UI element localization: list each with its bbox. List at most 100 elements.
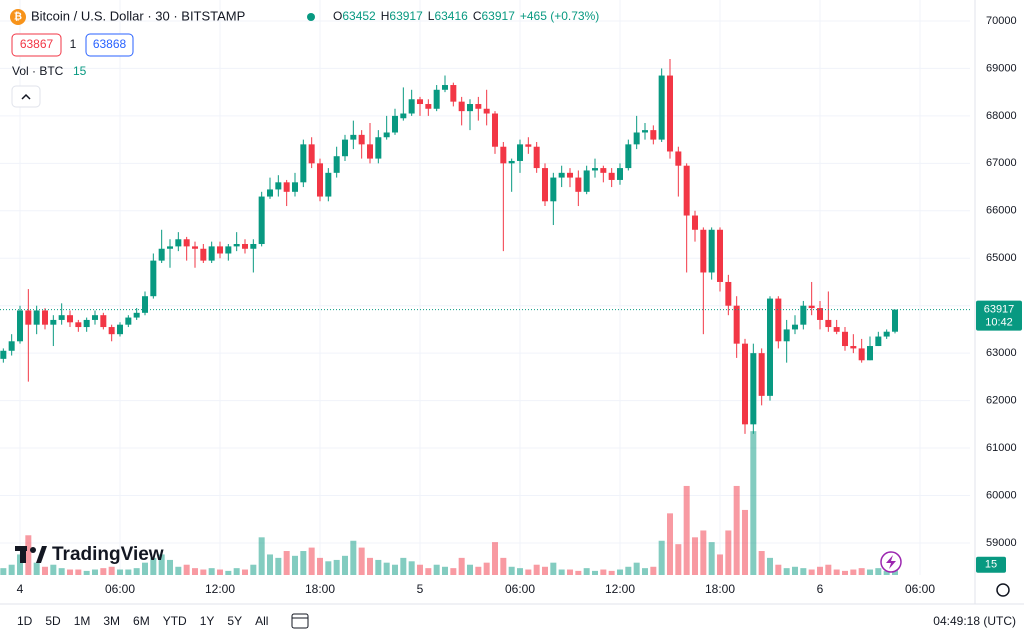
ohlc-key: H [381, 9, 390, 23]
volume-bar [458, 557, 465, 575]
candle-body [383, 132, 390, 138]
range-button[interactable]: YTD [163, 614, 187, 628]
volume-bar [758, 551, 765, 575]
collapse-button[interactable] [11, 85, 41, 108]
settings-button[interactable] [996, 583, 1010, 597]
volume-bar [633, 562, 640, 575]
candle-body [767, 298, 773, 396]
candle-body [467, 104, 473, 112]
symbol-title[interactable]: Bitcoin / U.S. Dollar · 30 · BITSTAMP [31, 8, 245, 23]
candle-body [558, 172, 565, 178]
candle-body [308, 144, 315, 164]
candle-body [683, 165, 690, 216]
candle-body [233, 244, 240, 247]
brand-logo [15, 546, 47, 563]
y-tick-label: 65000 [986, 252, 1017, 264]
candle-body [667, 75, 673, 152]
volume-bar [233, 568, 240, 575]
candle-body [8, 341, 15, 351]
candle-body [50, 319, 57, 325]
candle-body [400, 113, 407, 119]
candle-body [100, 315, 107, 328]
bid-box[interactable] [11, 33, 62, 57]
range-button[interactable]: 3M [103, 614, 120, 628]
candle-body [67, 315, 73, 323]
candle-body [842, 331, 848, 347]
candle-body [283, 182, 290, 192]
calendar-icon [291, 613, 309, 629]
volume-bar [625, 566, 632, 575]
volume-bar [875, 568, 882, 575]
x-tick-label: 6 [817, 582, 824, 596]
candle-body [825, 319, 832, 328]
ohlc-value: 63917 [482, 9, 516, 23]
volume-bar [225, 570, 232, 575]
range-button[interactable]: 1D [17, 614, 33, 628]
candle-body [150, 260, 157, 297]
volume-bar [0, 568, 7, 575]
volume-bar [533, 564, 540, 575]
date-range-button[interactable] [291, 613, 309, 629]
volume-bar [267, 554, 273, 575]
candle-body [700, 229, 707, 273]
volume-bar [50, 564, 57, 575]
volume-bar [617, 569, 623, 575]
candle-body [625, 144, 632, 169]
bitcoin-glyph: ₿ [14, 11, 22, 23]
candle-body [542, 168, 548, 202]
volume-bar [467, 564, 473, 575]
range-button[interactable]: 1M [74, 614, 91, 628]
candle-body [500, 146, 507, 164]
volume-bar [317, 557, 323, 575]
y-tick-label: 69000 [986, 62, 1017, 74]
volume-bar [792, 566, 798, 575]
volume-bar [250, 564, 257, 575]
volume-bar [375, 559, 382, 575]
volume-bar [725, 530, 732, 575]
volume-bar [133, 568, 140, 575]
volume-bar [350, 540, 357, 575]
x-tick-label: 12:00 [605, 582, 635, 596]
volume-bar [675, 544, 682, 575]
range-button[interactable]: 6M [133, 614, 150, 628]
volume-legend-value: 15 [73, 64, 87, 78]
volume-bar [750, 431, 757, 575]
candle-body [408, 99, 415, 114]
candle-body [458, 101, 465, 112]
candle-body [450, 85, 457, 102]
ohlc-value: 63416 [434, 9, 468, 23]
countdown: 10:42 [985, 317, 1013, 329]
range-button[interactable]: 1Y [200, 614, 215, 628]
volume-bar [833, 569, 840, 575]
volume-bar [358, 547, 365, 575]
candle-body [800, 305, 807, 325]
x-tick-label: 18:00 [305, 582, 335, 596]
candle-body [17, 310, 23, 342]
candle-body [333, 156, 340, 173]
candle-body [75, 322, 82, 328]
volume-bar [733, 485, 740, 575]
volume-bar [817, 566, 823, 575]
ask-box[interactable] [85, 33, 134, 57]
candle-body [808, 305, 815, 309]
range-button[interactable]: 5Y [227, 614, 242, 628]
volume-bar [33, 562, 40, 575]
range-button[interactable]: 5D [45, 614, 61, 628]
y-tick-label: 60000 [986, 489, 1017, 501]
candle-body [600, 168, 607, 173]
candle-body [108, 327, 115, 335]
candle-body [550, 177, 557, 202]
volume-bar [650, 566, 657, 575]
candle-body [275, 182, 282, 190]
candle-body [617, 168, 623, 180]
candle-body [58, 315, 65, 320]
candle-body [158, 248, 165, 261]
volume-bar [667, 513, 673, 575]
candle-body [608, 172, 615, 180]
y-tick-label: 66000 [986, 205, 1017, 217]
bitcoin-icon [10, 9, 26, 25]
volume-bar [442, 566, 448, 575]
candle-body [575, 177, 582, 192]
range-button[interactable]: All [255, 614, 268, 628]
volume-bar [658, 540, 665, 575]
